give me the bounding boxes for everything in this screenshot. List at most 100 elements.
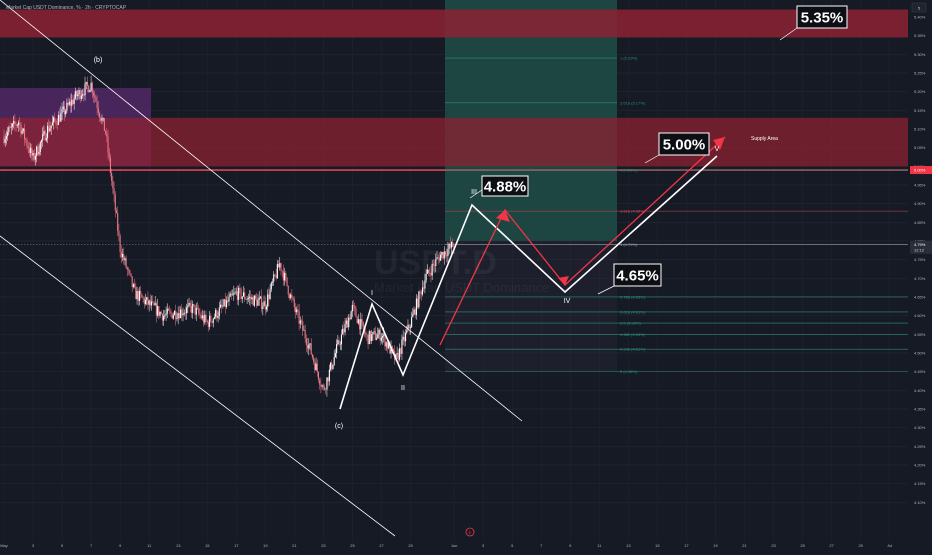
candle-body <box>274 274 276 276</box>
candle-body <box>443 251 445 259</box>
x-tick-label: 21 <box>292 543 297 548</box>
candle-body <box>298 311 300 324</box>
candle-body <box>39 142 41 152</box>
x-tick-label: 23 <box>771 543 776 548</box>
event-marker-text: E <box>469 530 472 535</box>
candle-body <box>63 106 66 115</box>
candle-body <box>374 331 376 340</box>
candle-body <box>74 91 76 99</box>
x-tick-label: Jul <box>887 543 892 548</box>
candle-body <box>128 269 130 271</box>
fib-levels: 1 (5.29%) 2.618 (5.17%) 0 (4.99%) 1.618 (4.… <box>445 56 908 374</box>
candle-body <box>307 345 309 349</box>
candle-body <box>101 118 103 121</box>
candle-body <box>209 315 211 327</box>
candle-body <box>286 277 288 286</box>
candle-body <box>305 338 307 346</box>
price-callout-box <box>796 5 848 29</box>
fib-level-label: 1 (4.79%) <box>620 242 638 247</box>
channel-lower-line <box>0 235 396 537</box>
candle-body <box>111 172 113 181</box>
fib-level-label: 0.382 (4.55%) <box>620 332 646 337</box>
candle-body <box>160 312 162 314</box>
y-tick-label: 5.30% <box>914 52 926 57</box>
candle-body <box>78 90 80 95</box>
current-price-tag <box>910 240 932 254</box>
candle-body <box>138 290 141 301</box>
candle-body <box>328 369 330 382</box>
candle-body <box>142 297 144 299</box>
candle-body <box>85 81 87 84</box>
watermark-symbol: USDT.D <box>374 244 497 282</box>
x-tick-label: 19 <box>263 543 268 548</box>
x-tick-label: 29 <box>408 543 413 548</box>
candle-body <box>4 138 6 143</box>
fib-level-label: 0 (4.45%) <box>620 369 638 374</box>
candle-body <box>375 338 378 340</box>
candle-body <box>262 306 264 310</box>
candle-body <box>389 342 391 354</box>
price-callout-box <box>658 132 710 156</box>
candle-body <box>368 331 370 345</box>
candle-body <box>402 336 404 340</box>
candle-body <box>227 300 229 302</box>
candle-body <box>367 334 369 345</box>
candle-body <box>176 318 178 320</box>
y-tick-label: 4.90% <box>914 201 926 206</box>
candle-body <box>115 210 118 213</box>
candle-body <box>169 310 171 312</box>
candle-body <box>415 298 417 315</box>
candle-body <box>109 157 111 173</box>
candle-body <box>342 328 344 335</box>
candle-body <box>121 253 124 258</box>
x-tick-label: Jun <box>451 543 457 548</box>
candle-body <box>86 81 89 86</box>
x-tick-label: 9 <box>119 543 122 548</box>
candle-body <box>291 294 293 298</box>
candle-body <box>431 263 433 276</box>
channel-lines <box>0 0 523 537</box>
candle-body <box>3 136 5 143</box>
candle-body <box>383 334 385 336</box>
candle-body <box>20 123 22 134</box>
candle-body <box>234 292 236 294</box>
y-tick-label: 4.20% <box>914 462 926 467</box>
candle-body <box>42 133 44 141</box>
candle-body <box>380 337 382 341</box>
candle-body <box>310 343 312 355</box>
candle-body <box>16 124 18 126</box>
candle-body <box>252 297 254 306</box>
candle-body <box>153 301 155 306</box>
x-tick-label: 29 <box>858 543 863 548</box>
candle-body <box>293 299 295 308</box>
callout-pointer <box>597 285 615 295</box>
candle-body <box>137 290 139 301</box>
callout-pointer <box>469 189 483 199</box>
price-callout-text: 5.35% <box>801 10 844 27</box>
axis-top-badge[interactable] <box>911 2 927 13</box>
fib-level-label: 1.618 (4.88%) <box>620 209 646 214</box>
candle-body <box>247 297 249 300</box>
x-tick-label: 27 <box>829 543 834 548</box>
price-axis-bg <box>908 0 932 550</box>
candle-body <box>53 117 55 123</box>
x-tick-label: 25 <box>350 543 355 548</box>
candle-body <box>365 333 367 335</box>
candle-body <box>112 180 114 189</box>
event-marker[interactable]: E <box>465 527 475 537</box>
candle-body <box>418 291 420 308</box>
y-tick-label: 4.40% <box>914 388 926 393</box>
candle-body <box>186 307 188 314</box>
candle-body <box>413 309 415 314</box>
candle-body <box>163 316 165 321</box>
candle-body <box>69 101 72 106</box>
candle-body <box>441 252 443 255</box>
candle-body <box>258 297 260 300</box>
candle-body <box>71 99 73 106</box>
candle-body <box>297 309 299 312</box>
price-callout-text: 4.88% <box>484 179 527 196</box>
